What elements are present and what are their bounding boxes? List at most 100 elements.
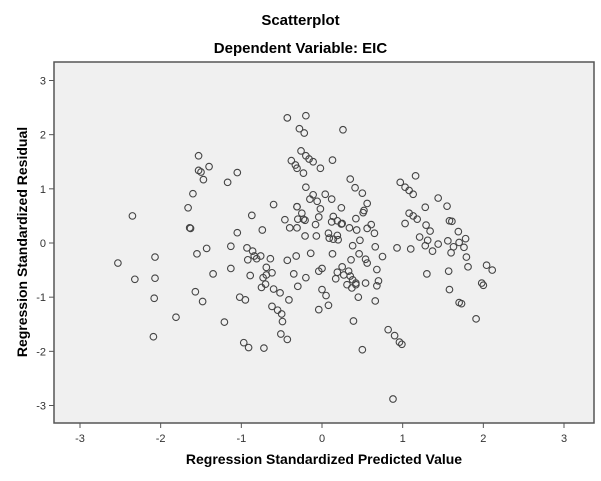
- x-tick-label: 1: [400, 433, 406, 445]
- data-point-marker: [273, 306, 282, 315]
- data-points: [114, 111, 497, 403]
- y-tick-label: -2: [36, 346, 46, 358]
- data-point-marker: [293, 164, 301, 173]
- x-tick-label: 3: [561, 433, 567, 445]
- data-point-marker: [266, 254, 275, 263]
- data-point-marker: [361, 279, 370, 287]
- data-point-marker: [244, 343, 253, 352]
- y-tick-label: 0: [40, 238, 46, 250]
- y-axis: -3 -2 -1 0 1 2 3: [36, 75, 54, 413]
- data-point-marker: [189, 189, 197, 198]
- data-point-marker: [355, 249, 363, 258]
- y-tick-label: 3: [40, 75, 46, 87]
- data-point-marker: [321, 190, 330, 199]
- data-point-marker: [455, 238, 463, 247]
- data-point-marker: [448, 217, 456, 226]
- data-point-marker: [464, 262, 472, 271]
- data-point-marker: [311, 220, 320, 229]
- plot-area: [53, 61, 595, 424]
- data-point-marker: [337, 203, 346, 212]
- data-point-marker: [352, 214, 360, 223]
- data-point-marker: [421, 241, 430, 250]
- data-point-marker: [367, 220, 376, 229]
- data-point-marker: [409, 190, 418, 199]
- data-point-marker: [434, 194, 443, 202]
- data-point-marker: [390, 331, 399, 340]
- data-point-marker: [128, 212, 137, 220]
- data-point-marker: [324, 301, 333, 310]
- data-point-marker: [314, 267, 323, 276]
- data-point-marker: [312, 232, 321, 240]
- data-point-marker: [172, 313, 180, 322]
- x-tick-label: -2: [156, 433, 166, 445]
- data-point-marker: [114, 259, 122, 267]
- data-point-marker: [395, 338, 404, 346]
- data-point-marker: [202, 244, 211, 253]
- data-point-marker: [285, 223, 294, 232]
- data-point-marker: [130, 275, 139, 284]
- data-point-marker: [277, 310, 286, 318]
- data-point-marker: [281, 215, 289, 224]
- data-point-marker: [314, 305, 323, 314]
- data-point-marker: [316, 164, 325, 173]
- data-point-marker: [269, 285, 278, 293]
- data-point-marker: [260, 344, 268, 352]
- data-point-marker: [396, 178, 405, 187]
- data-point-marker: [345, 223, 354, 232]
- data-point-marker: [359, 208, 367, 217]
- data-point-marker: [276, 288, 284, 297]
- data-point-marker: [295, 124, 304, 133]
- data-point-marker: [393, 244, 401, 252]
- data-point-marker: [205, 162, 213, 171]
- data-point-marker: [198, 297, 207, 306]
- data-point-marker: [233, 228, 242, 237]
- data-point-marker: [426, 227, 434, 235]
- data-point-marker: [333, 231, 342, 240]
- data-point-marker: [415, 233, 424, 241]
- data-point-marker: [479, 281, 488, 290]
- y-tick-label: 1: [40, 184, 46, 196]
- data-point-marker: [398, 340, 406, 349]
- data-point-marker: [462, 253, 471, 261]
- data-point-marker: [457, 299, 466, 308]
- data-point-marker: [444, 267, 453, 276]
- x-axis: -3 -2 -1 0 1 2 3: [75, 423, 567, 445]
- y-axis-label: Regression Standardized Residual: [14, 126, 30, 358]
- chart-title: Scatterplot: [261, 12, 340, 29]
- data-point-marker: [334, 235, 342, 244]
- data-point-marker: [193, 249, 201, 258]
- data-point-marker: [371, 242, 380, 251]
- data-point-marker: [316, 205, 325, 213]
- data-point-marker: [428, 247, 437, 255]
- x-tick-label: -3: [75, 433, 85, 445]
- data-point-marker: [248, 247, 257, 255]
- data-point-marker: [292, 252, 301, 260]
- data-point-marker: [389, 395, 397, 403]
- data-point-marker: [197, 168, 205, 176]
- data-point-marker: [314, 213, 323, 221]
- data-point-marker: [482, 261, 491, 270]
- data-point-marker: [329, 212, 338, 221]
- data-point-marker: [331, 274, 340, 283]
- x-tick-label: 2: [480, 433, 486, 445]
- data-point-marker: [289, 270, 298, 278]
- data-point-marker: [293, 223, 301, 232]
- data-point-marker: [297, 147, 305, 155]
- y-tick-label: 2: [40, 130, 46, 142]
- data-point-marker: [327, 218, 336, 226]
- data-point-marker: [150, 294, 159, 303]
- data-point-marker: [329, 235, 338, 244]
- data-point-marker: [233, 168, 242, 177]
- data-point-marker: [259, 273, 267, 282]
- data-point-marker: [356, 236, 364, 245]
- data-point-marker: [443, 202, 451, 211]
- data-point-marker: [447, 248, 455, 257]
- data-point-marker: [268, 268, 276, 277]
- data-point-marker: [327, 195, 336, 203]
- data-point-marker: [384, 325, 392, 334]
- data-point-marker: [406, 245, 415, 253]
- data-point-marker: [287, 156, 296, 165]
- data-point-marker: [302, 183, 310, 192]
- data-point-marker: [283, 114, 292, 122]
- data-point-marker: [322, 291, 330, 300]
